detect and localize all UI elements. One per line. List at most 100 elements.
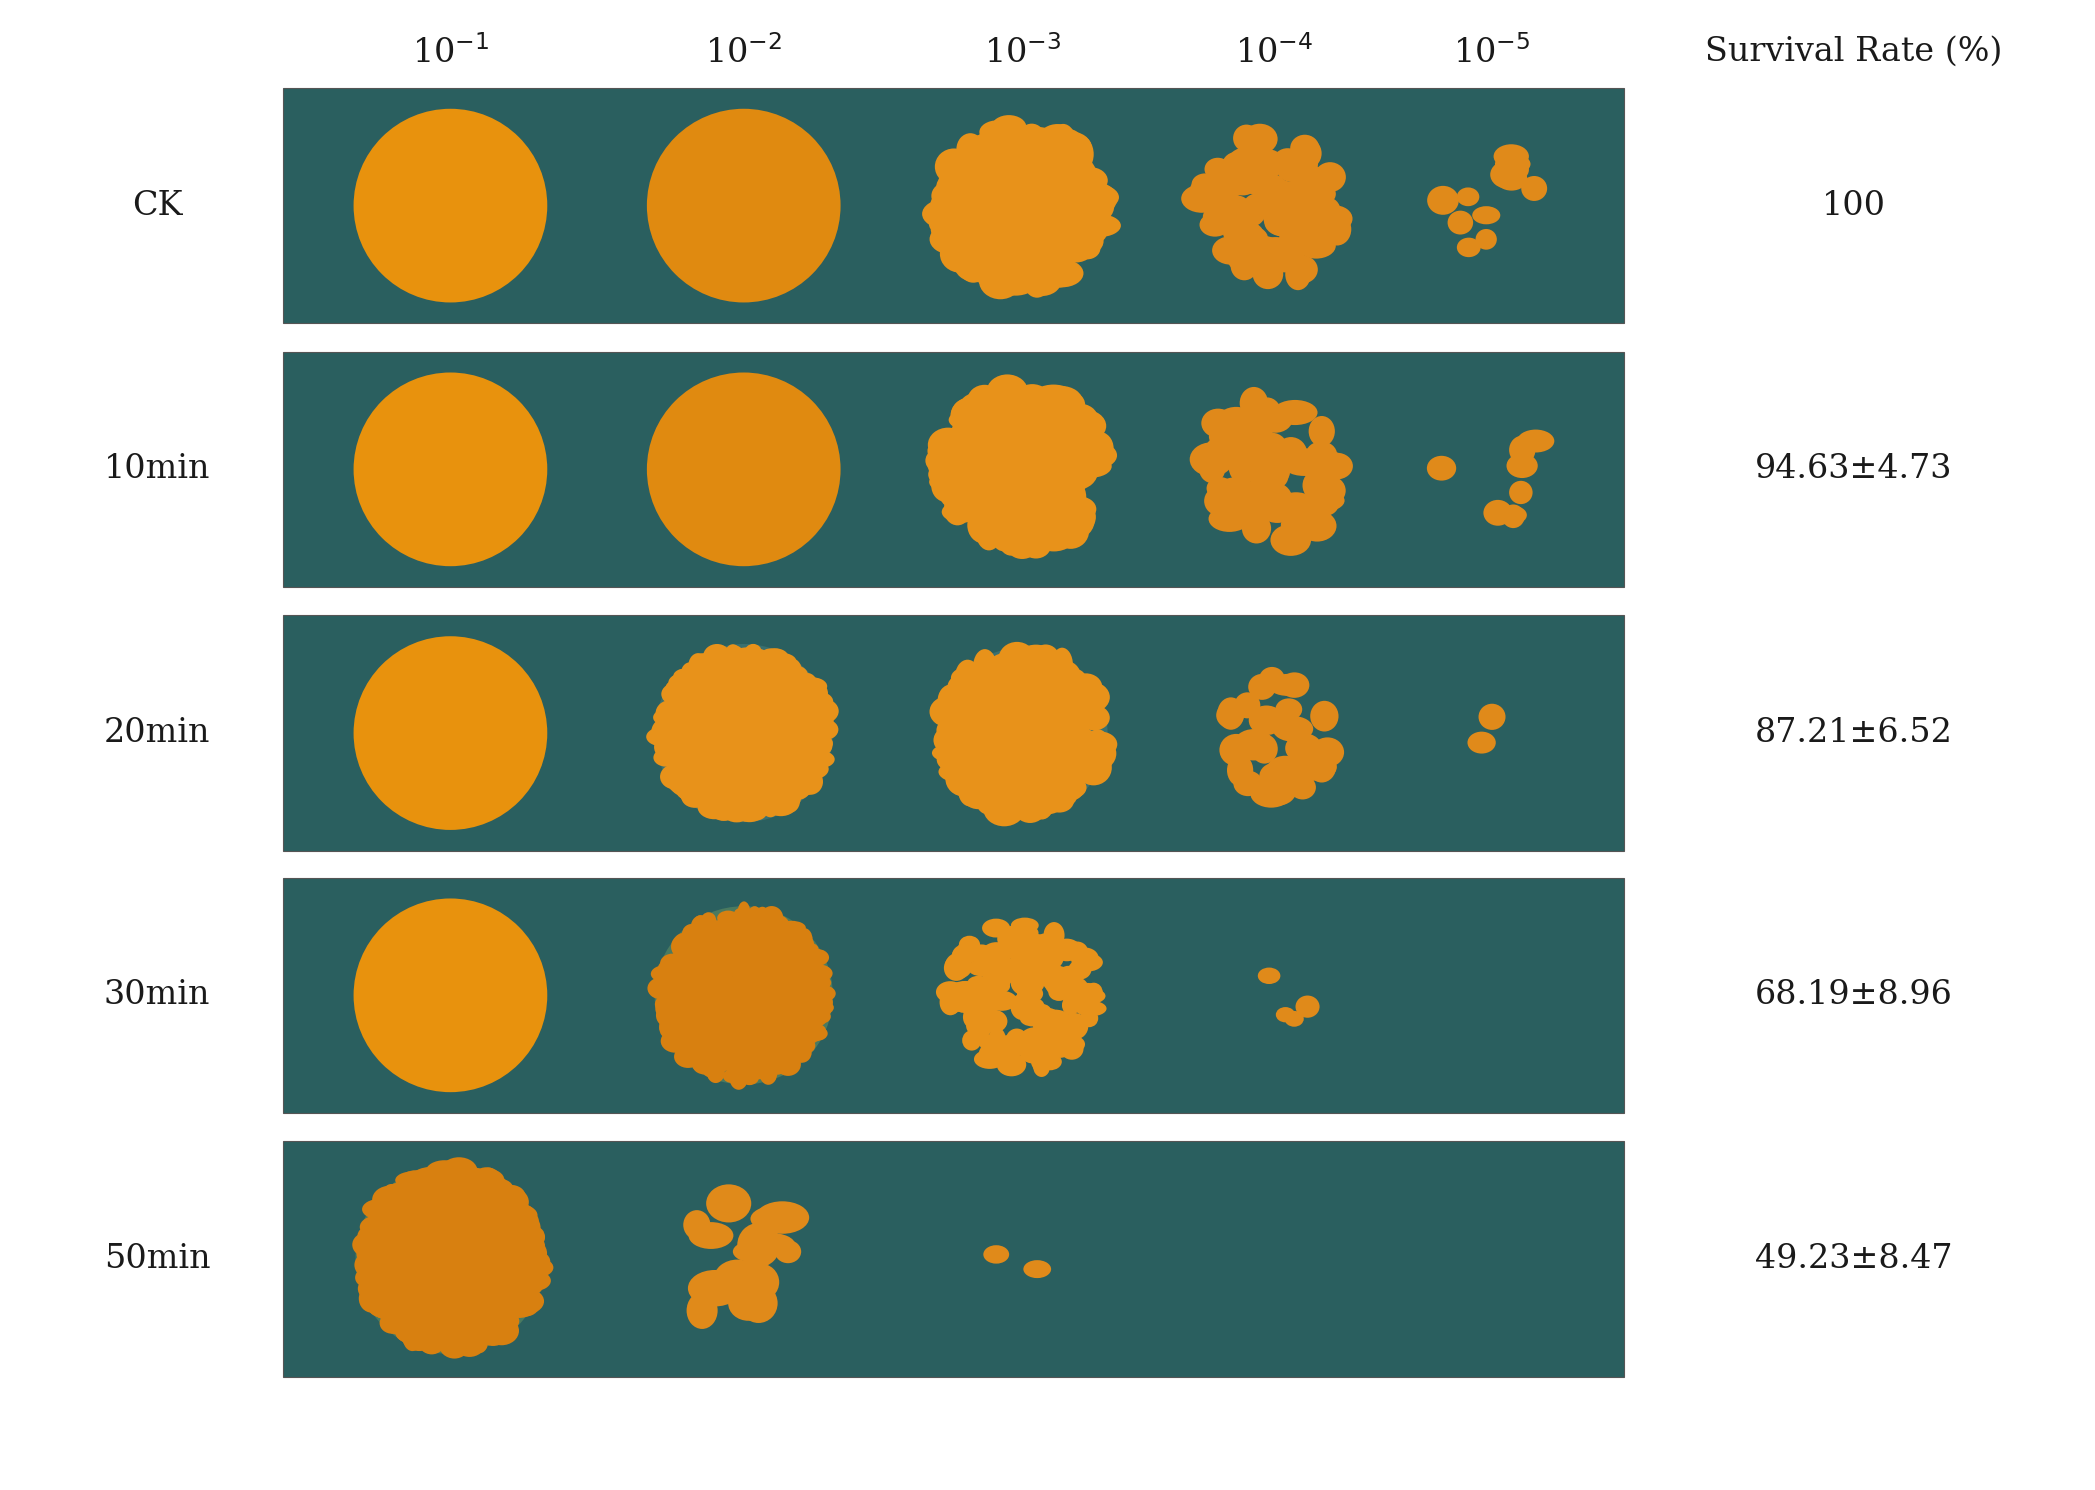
Ellipse shape	[716, 954, 740, 971]
Ellipse shape	[1045, 469, 1089, 490]
Ellipse shape	[1052, 724, 1083, 760]
Ellipse shape	[670, 1015, 689, 1036]
Ellipse shape	[987, 471, 1016, 510]
Ellipse shape	[953, 191, 997, 225]
Ellipse shape	[1052, 180, 1087, 216]
Ellipse shape	[1024, 760, 1054, 787]
Ellipse shape	[1054, 167, 1085, 203]
Ellipse shape	[429, 1262, 463, 1278]
Ellipse shape	[429, 1170, 467, 1185]
Ellipse shape	[685, 729, 712, 751]
Ellipse shape	[765, 1015, 784, 1034]
Ellipse shape	[735, 1055, 763, 1076]
Ellipse shape	[729, 717, 750, 739]
Ellipse shape	[1060, 179, 1098, 203]
Ellipse shape	[779, 688, 809, 714]
Ellipse shape	[729, 998, 750, 1019]
Ellipse shape	[1230, 252, 1259, 280]
Ellipse shape	[1257, 432, 1288, 466]
Ellipse shape	[1027, 171, 1064, 195]
Ellipse shape	[453, 1204, 484, 1232]
Ellipse shape	[388, 1283, 419, 1307]
Ellipse shape	[767, 945, 790, 963]
Ellipse shape	[691, 1013, 716, 1034]
Ellipse shape	[729, 982, 748, 1004]
Ellipse shape	[744, 644, 763, 660]
Ellipse shape	[813, 711, 832, 730]
Ellipse shape	[949, 152, 995, 185]
Ellipse shape	[708, 766, 731, 788]
Ellipse shape	[788, 720, 804, 739]
Ellipse shape	[983, 672, 1016, 703]
Ellipse shape	[1045, 971, 1071, 997]
Ellipse shape	[1081, 708, 1106, 730]
Ellipse shape	[1035, 234, 1081, 256]
Text: 100: 100	[1823, 189, 1886, 222]
Ellipse shape	[1060, 732, 1087, 764]
Ellipse shape	[960, 226, 987, 255]
Ellipse shape	[1045, 493, 1077, 519]
Ellipse shape	[409, 1317, 436, 1345]
Ellipse shape	[358, 1226, 377, 1246]
Ellipse shape	[980, 502, 1006, 529]
Ellipse shape	[746, 754, 773, 781]
Ellipse shape	[440, 1228, 463, 1246]
Ellipse shape	[1045, 660, 1081, 693]
Ellipse shape	[771, 979, 784, 992]
Ellipse shape	[373, 1198, 402, 1217]
Ellipse shape	[442, 1191, 469, 1211]
Ellipse shape	[1284, 733, 1322, 763]
Ellipse shape	[373, 1205, 400, 1229]
Ellipse shape	[385, 1238, 417, 1261]
Ellipse shape	[469, 1244, 494, 1271]
Ellipse shape	[1006, 1028, 1029, 1052]
Ellipse shape	[796, 1027, 817, 1046]
Ellipse shape	[740, 1021, 756, 1037]
Ellipse shape	[723, 997, 748, 1016]
Ellipse shape	[1221, 152, 1249, 185]
Ellipse shape	[1048, 404, 1077, 437]
Ellipse shape	[1041, 259, 1083, 288]
Ellipse shape	[754, 977, 781, 995]
Ellipse shape	[815, 736, 834, 751]
Bar	[283, 88, 1624, 323]
Ellipse shape	[679, 694, 708, 712]
Ellipse shape	[758, 648, 779, 670]
Ellipse shape	[526, 1226, 545, 1247]
Ellipse shape	[804, 691, 834, 711]
Ellipse shape	[1054, 130, 1083, 153]
Ellipse shape	[991, 222, 1024, 244]
Ellipse shape	[949, 237, 991, 270]
Ellipse shape	[1496, 153, 1531, 174]
Ellipse shape	[1008, 776, 1029, 811]
Ellipse shape	[781, 939, 807, 954]
Ellipse shape	[1052, 766, 1079, 784]
Ellipse shape	[962, 241, 991, 277]
Ellipse shape	[1232, 435, 1276, 463]
Ellipse shape	[672, 964, 691, 986]
Text: 10$^{-2}$: 10$^{-2}$	[706, 34, 781, 70]
Ellipse shape	[404, 1214, 429, 1243]
Ellipse shape	[677, 964, 693, 986]
Ellipse shape	[1008, 143, 1043, 170]
Ellipse shape	[501, 1289, 522, 1307]
Ellipse shape	[995, 390, 1027, 413]
Ellipse shape	[683, 971, 704, 992]
Ellipse shape	[704, 937, 731, 960]
Ellipse shape	[930, 210, 976, 247]
Ellipse shape	[798, 769, 823, 794]
Ellipse shape	[800, 758, 819, 782]
Ellipse shape	[429, 1173, 465, 1199]
Ellipse shape	[1207, 435, 1244, 460]
Ellipse shape	[723, 803, 750, 822]
Ellipse shape	[947, 995, 976, 1012]
Ellipse shape	[482, 1217, 509, 1237]
Ellipse shape	[756, 1039, 781, 1055]
Ellipse shape	[666, 1027, 689, 1040]
Ellipse shape	[765, 670, 786, 687]
Ellipse shape	[735, 1040, 752, 1055]
Ellipse shape	[369, 1295, 394, 1317]
Ellipse shape	[773, 778, 807, 796]
Ellipse shape	[980, 690, 1020, 714]
Ellipse shape	[1085, 213, 1112, 238]
